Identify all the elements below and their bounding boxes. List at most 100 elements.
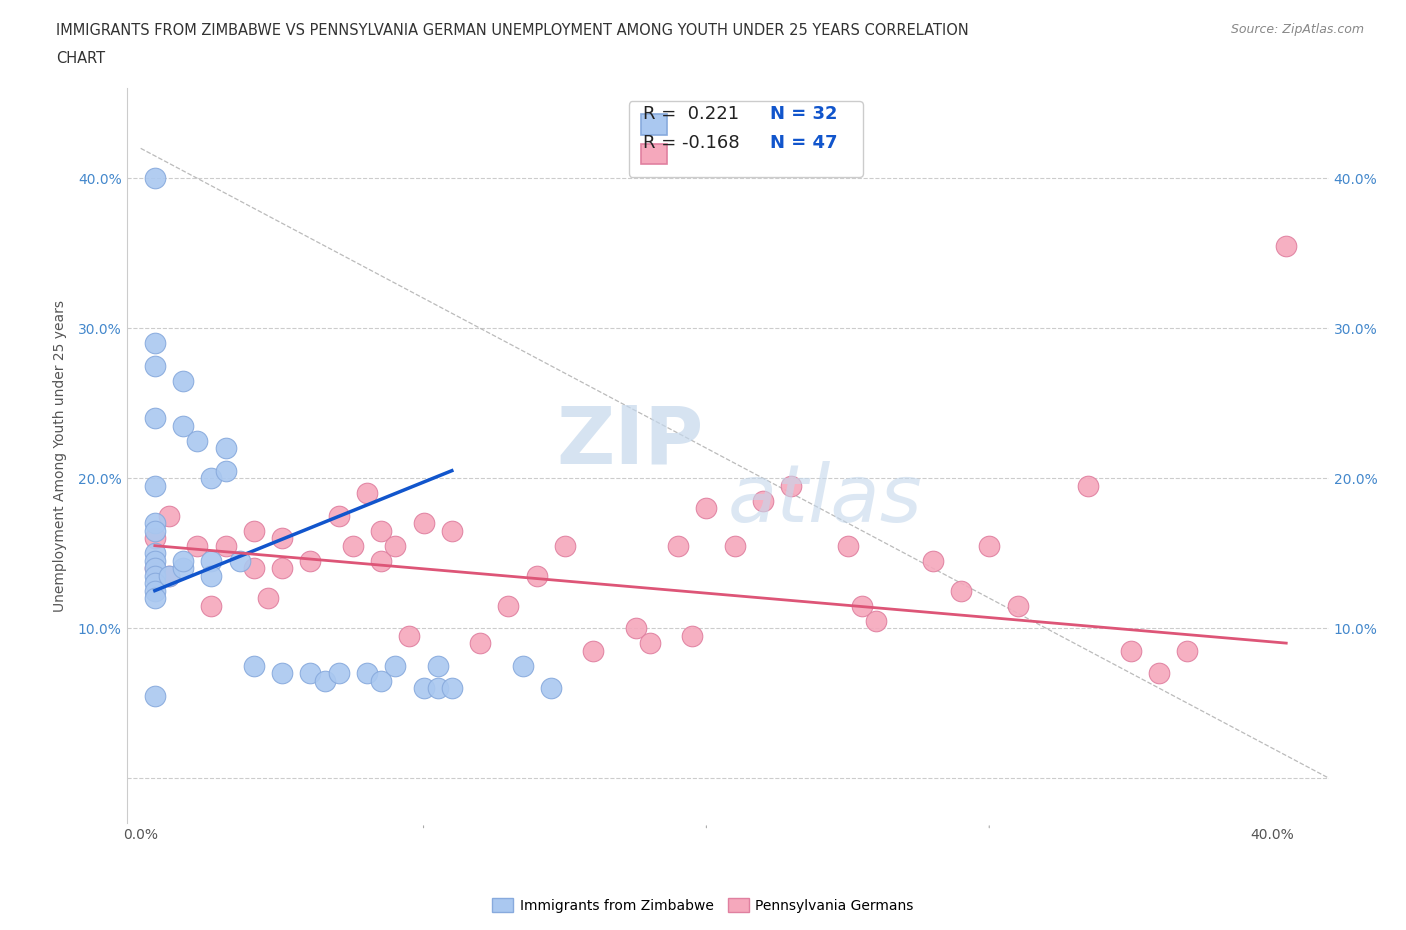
Point [540,681,562,696]
Point [143,546,166,561]
Point [724,538,747,553]
Point [498,598,520,613]
Point [412,681,434,696]
Point [186,433,208,448]
Point [143,583,166,598]
Point [370,553,392,568]
Point [157,568,180,583]
Point [271,561,294,576]
Text: R = -0.168: R = -0.168 [644,135,740,153]
Point [356,485,378,500]
Point [271,666,294,681]
Point [780,478,803,493]
Point [921,553,943,568]
Point [342,538,364,553]
Point [172,418,194,433]
Point [949,583,972,598]
Point [214,441,236,456]
Point [143,478,166,493]
Point [328,508,350,523]
Point [695,500,717,515]
Point [440,524,463,538]
Point [299,553,322,568]
Point [257,591,280,605]
Point [243,524,266,538]
Point [200,553,222,568]
Point [370,524,392,538]
Point [143,358,166,373]
Text: Source: ZipAtlas.com: Source: ZipAtlas.com [1230,23,1364,36]
Point [328,666,350,681]
Point [186,538,208,553]
Point [851,598,873,613]
Point [214,463,236,478]
Point [200,598,222,613]
Point [398,628,420,643]
Point [512,658,534,673]
Point [243,658,266,673]
Point [440,681,463,696]
Point [143,411,166,426]
Point [143,688,166,703]
Text: CHART: CHART [56,51,105,66]
Point [370,673,392,688]
Point [143,524,166,538]
Point [1175,644,1198,658]
Point [526,568,548,583]
Point [837,538,859,553]
Point [979,538,1001,553]
Point [468,636,491,651]
Text: ZIP: ZIP [557,402,703,480]
Point [666,538,689,553]
Point [243,561,266,576]
Point [200,568,222,583]
Text: N = 47: N = 47 [769,135,837,153]
Point [271,531,294,546]
Point [228,553,250,568]
Point [143,336,166,351]
Point [554,538,576,553]
Point [143,171,166,186]
Point [426,681,449,696]
Point [314,673,336,688]
Point [412,516,434,531]
Point [299,666,322,681]
Point [172,561,194,576]
Text: R =  0.221: R = 0.221 [644,105,740,123]
Point [157,568,180,583]
Text: IMMIGRANTS FROM ZIMBABWE VS PENNSYLVANIA GERMAN UNEMPLOYMENT AMONG YOUTH UNDER 2: IMMIGRANTS FROM ZIMBABWE VS PENNSYLVANIA… [56,23,969,38]
Point [200,471,222,485]
Point [214,538,236,553]
Point [157,508,180,523]
Point [143,561,166,576]
Point [143,516,166,531]
Point [384,538,406,553]
Point [143,561,166,576]
Point [1007,598,1029,613]
Point [624,620,647,635]
Point [752,493,775,508]
Point [143,568,166,583]
Point [356,666,378,681]
Point [143,576,166,591]
Text: atlas: atlas [728,460,922,538]
Point [1147,666,1170,681]
Legend: Immigrants from Zimbabwe, Pennsylvania Germans: Immigrants from Zimbabwe, Pennsylvania G… [486,893,920,919]
Point [143,531,166,546]
Point [582,644,605,658]
Point [143,553,166,568]
Point [172,553,194,568]
Point [426,658,449,673]
Point [638,636,661,651]
Point [865,613,887,628]
Y-axis label: Unemployment Among Youth under 25 years: Unemployment Among Youth under 25 years [52,299,66,612]
Point [143,591,166,605]
Point [172,373,194,388]
Point [1077,478,1099,493]
Text: N = 32: N = 32 [769,105,837,123]
Point [1119,644,1142,658]
Point [384,658,406,673]
Legend:                               ,                               : , [628,101,863,177]
Point [1275,238,1298,253]
Point [681,628,703,643]
